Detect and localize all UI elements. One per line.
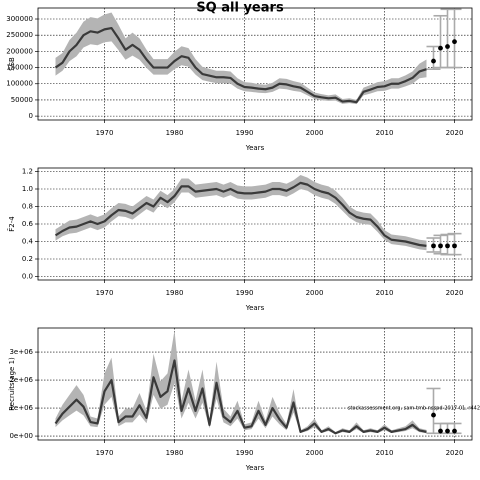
x-tick-label: 2000 bbox=[306, 289, 324, 297]
y-tick-label: 0.6 bbox=[22, 220, 34, 228]
forecast-point bbox=[445, 428, 450, 434]
y-tick-label: 1.2 bbox=[22, 168, 33, 176]
forecast-point bbox=[431, 243, 436, 249]
x-tick-label: 1970 bbox=[96, 289, 114, 297]
x-tick-label: 2010 bbox=[376, 129, 394, 137]
chart-title: SQ all years bbox=[196, 1, 284, 16]
y-axis-label: Recruits(age 1) bbox=[8, 357, 16, 411]
x-tick-label: 1970 bbox=[96, 129, 114, 137]
y-axis-label: F̄2-4 bbox=[7, 216, 16, 232]
confidence-band bbox=[55, 175, 427, 251]
plot-frame bbox=[37, 167, 473, 281]
y-tick-label: 2e+06 bbox=[9, 376, 33, 384]
forecast-point bbox=[438, 428, 443, 434]
x-tick-label: 1970 bbox=[96, 449, 114, 457]
y-tick-label: 50000 bbox=[11, 96, 33, 104]
y-tick-label: 3e+06 bbox=[9, 348, 33, 356]
x-tick-label: 2020 bbox=[446, 129, 464, 137]
plot-frame bbox=[37, 7, 473, 121]
y-tick-label: 100000 bbox=[6, 80, 33, 88]
forecast-point bbox=[431, 412, 436, 418]
y-tick-label: 200000 bbox=[6, 47, 33, 55]
x-axis-label: Years bbox=[245, 144, 265, 152]
estimate-line bbox=[54, 181, 427, 247]
y-tick-label: 300000 bbox=[6, 15, 33, 23]
plot-frame bbox=[37, 327, 473, 441]
forecast-point bbox=[452, 428, 457, 434]
y-tick-label: 150000 bbox=[6, 64, 33, 72]
annotation: stockassessment.org, sam-tmb-nsspd-2017-… bbox=[348, 406, 480, 412]
x-tick-label: 1990 bbox=[236, 449, 254, 457]
y-tick-label: 250000 bbox=[6, 31, 33, 39]
x-tick-label: 2010 bbox=[376, 449, 394, 457]
forecast-point bbox=[445, 44, 450, 49]
x-axis-label: Years bbox=[245, 464, 265, 472]
x-tick-label: 2000 bbox=[306, 449, 324, 457]
y-tick-label: 1e+06 bbox=[9, 404, 33, 412]
estimate-line bbox=[54, 26, 427, 104]
forecast-point bbox=[438, 45, 443, 51]
estimate-line bbox=[54, 359, 427, 435]
y-tick-label: 1.0 bbox=[22, 185, 33, 193]
forecast-point bbox=[431, 58, 436, 64]
x-tick-label: 1990 bbox=[236, 129, 254, 137]
x-tick-label: 2000 bbox=[306, 129, 324, 137]
forecast-point bbox=[452, 39, 457, 45]
y-tick-label: 0 bbox=[29, 112, 33, 120]
x-tick-label: 2020 bbox=[446, 449, 464, 457]
y-tick-label: 0.4 bbox=[22, 238, 34, 246]
x-tick-label: 1980 bbox=[166, 449, 184, 457]
x-tick-label: 1980 bbox=[166, 289, 184, 297]
y-tick-label: 0.8 bbox=[22, 203, 33, 211]
x-tick-label: 1990 bbox=[236, 289, 254, 297]
y-tick-label: 0.0 bbox=[22, 273, 33, 281]
forecast-point bbox=[445, 243, 450, 249]
y-tick-label: 0e+00 bbox=[9, 432, 33, 440]
forecast-point bbox=[438, 243, 443, 249]
x-tick-label: 2020 bbox=[446, 289, 464, 297]
x-tick-label: 2010 bbox=[376, 289, 394, 297]
y-tick-label: 0.2 bbox=[22, 255, 33, 263]
x-tick-label: 1980 bbox=[166, 129, 184, 137]
y-axis-label: SSB bbox=[8, 57, 16, 71]
x-axis-label: Years bbox=[245, 304, 265, 312]
forecast-point bbox=[452, 243, 457, 249]
